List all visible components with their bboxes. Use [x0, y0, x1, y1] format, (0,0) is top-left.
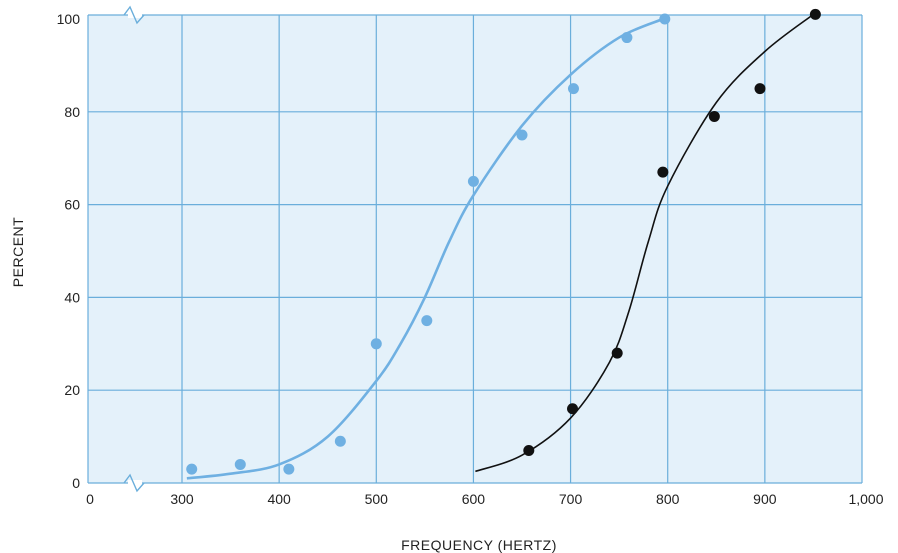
y-tick-label: 40 [64, 289, 80, 305]
x-axis-label: FREQUENCY (HERTZ) [401, 537, 557, 553]
curve-blue [186, 17, 664, 480]
axis-breaks [123, 5, 145, 493]
fitted-curves [186, 13, 814, 480]
data-point-black [611, 347, 623, 359]
data-point-black [567, 403, 579, 415]
data-point-black [809, 8, 821, 20]
data-point-blue [467, 175, 479, 187]
x-tick-label: 0 [86, 491, 94, 507]
data-point-black [657, 166, 669, 178]
data-point-blue [659, 13, 671, 25]
y-tick-label: 0 [72, 475, 80, 491]
y-tick-label: 20 [64, 382, 80, 398]
data-point-blue [567, 83, 579, 95]
x-tick-labels: 0 300 400 500 600 700 800 900 1,000 [86, 491, 884, 507]
x-tick-label: 800 [656, 491, 680, 507]
axis-break-gap [128, 480, 142, 486]
data-points [186, 8, 821, 475]
data-point-blue [334, 435, 346, 447]
axis-break-zigzag [123, 5, 145, 25]
x-tick-label: 1,000 [848, 491, 883, 507]
axis-break-gap [128, 12, 142, 18]
x-tick-label: 700 [559, 491, 583, 507]
y-tick-label: 80 [64, 104, 80, 120]
x-tick-label: 900 [753, 491, 777, 507]
data-point-black [523, 445, 535, 457]
data-point-black [754, 83, 766, 95]
data-point-blue [186, 463, 198, 475]
curve-black [475, 13, 814, 473]
data-point-blue [283, 463, 295, 475]
y-tick-labels: 0 20 40 60 80 100 [57, 11, 81, 491]
axis-break-zigzag [123, 473, 145, 493]
data-point-black [708, 110, 720, 122]
data-point-blue [516, 129, 528, 141]
data-point-blue [421, 315, 433, 327]
data-point-blue [621, 32, 633, 44]
x-tick-label: 400 [267, 491, 291, 507]
grid [87, 14, 863, 484]
y-axis-label: PERCENT [10, 217, 26, 287]
y-tick-label: 60 [64, 197, 80, 213]
x-tick-label: 600 [462, 491, 486, 507]
data-point-blue [234, 458, 246, 470]
y-tick-label: 100 [57, 11, 81, 27]
x-tick-label: 500 [365, 491, 389, 507]
x-tick-label: 300 [170, 491, 194, 507]
plot-area [88, 15, 862, 483]
data-point-blue [370, 338, 382, 350]
